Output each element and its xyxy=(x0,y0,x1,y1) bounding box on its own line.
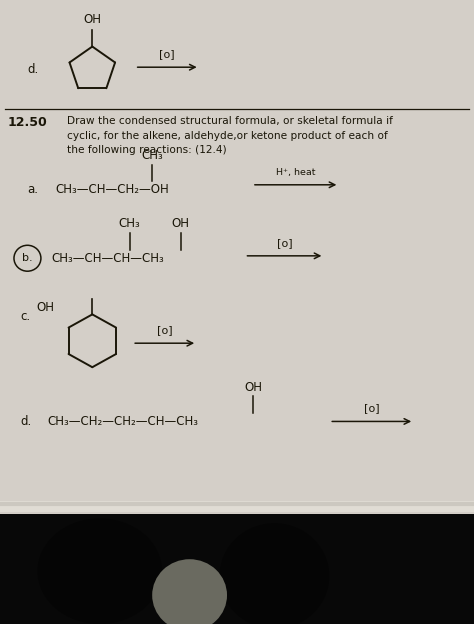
Text: b.: b. xyxy=(22,253,33,263)
Text: OH: OH xyxy=(83,13,101,26)
Text: Draw the condensed structural formula, or skeletal formula if
cyclic, for the al: Draw the condensed structural formula, o… xyxy=(67,116,393,155)
Text: [o]: [o] xyxy=(277,238,292,248)
Text: [o]: [o] xyxy=(157,325,173,335)
Text: H⁺, heat: H⁺, heat xyxy=(276,168,315,177)
Text: a.: a. xyxy=(27,183,38,196)
Text: d.: d. xyxy=(27,63,39,76)
Text: OH: OH xyxy=(245,381,263,394)
Text: OH: OH xyxy=(172,217,190,230)
Text: [o]: [o] xyxy=(159,49,175,59)
Text: 12.50: 12.50 xyxy=(8,116,47,129)
Text: CH₃—CH—CH—CH₃: CH₃—CH—CH—CH₃ xyxy=(51,251,164,265)
FancyBboxPatch shape xyxy=(0,514,474,624)
Text: [o]: [o] xyxy=(364,403,380,413)
Ellipse shape xyxy=(152,559,227,624)
Text: OH: OH xyxy=(36,301,54,314)
Ellipse shape xyxy=(37,519,162,624)
Text: CH₃: CH₃ xyxy=(119,217,141,230)
Ellipse shape xyxy=(219,523,329,624)
Text: CH₃—CH₂—CH₂—CH—CH₃: CH₃—CH₂—CH₂—CH—CH₃ xyxy=(47,415,199,428)
Text: d.: d. xyxy=(20,415,31,428)
Text: CH₃: CH₃ xyxy=(141,149,163,162)
Text: c.: c. xyxy=(20,310,30,323)
Text: CH₃—CH—CH₂—OH: CH₃—CH—CH₂—OH xyxy=(55,183,169,196)
